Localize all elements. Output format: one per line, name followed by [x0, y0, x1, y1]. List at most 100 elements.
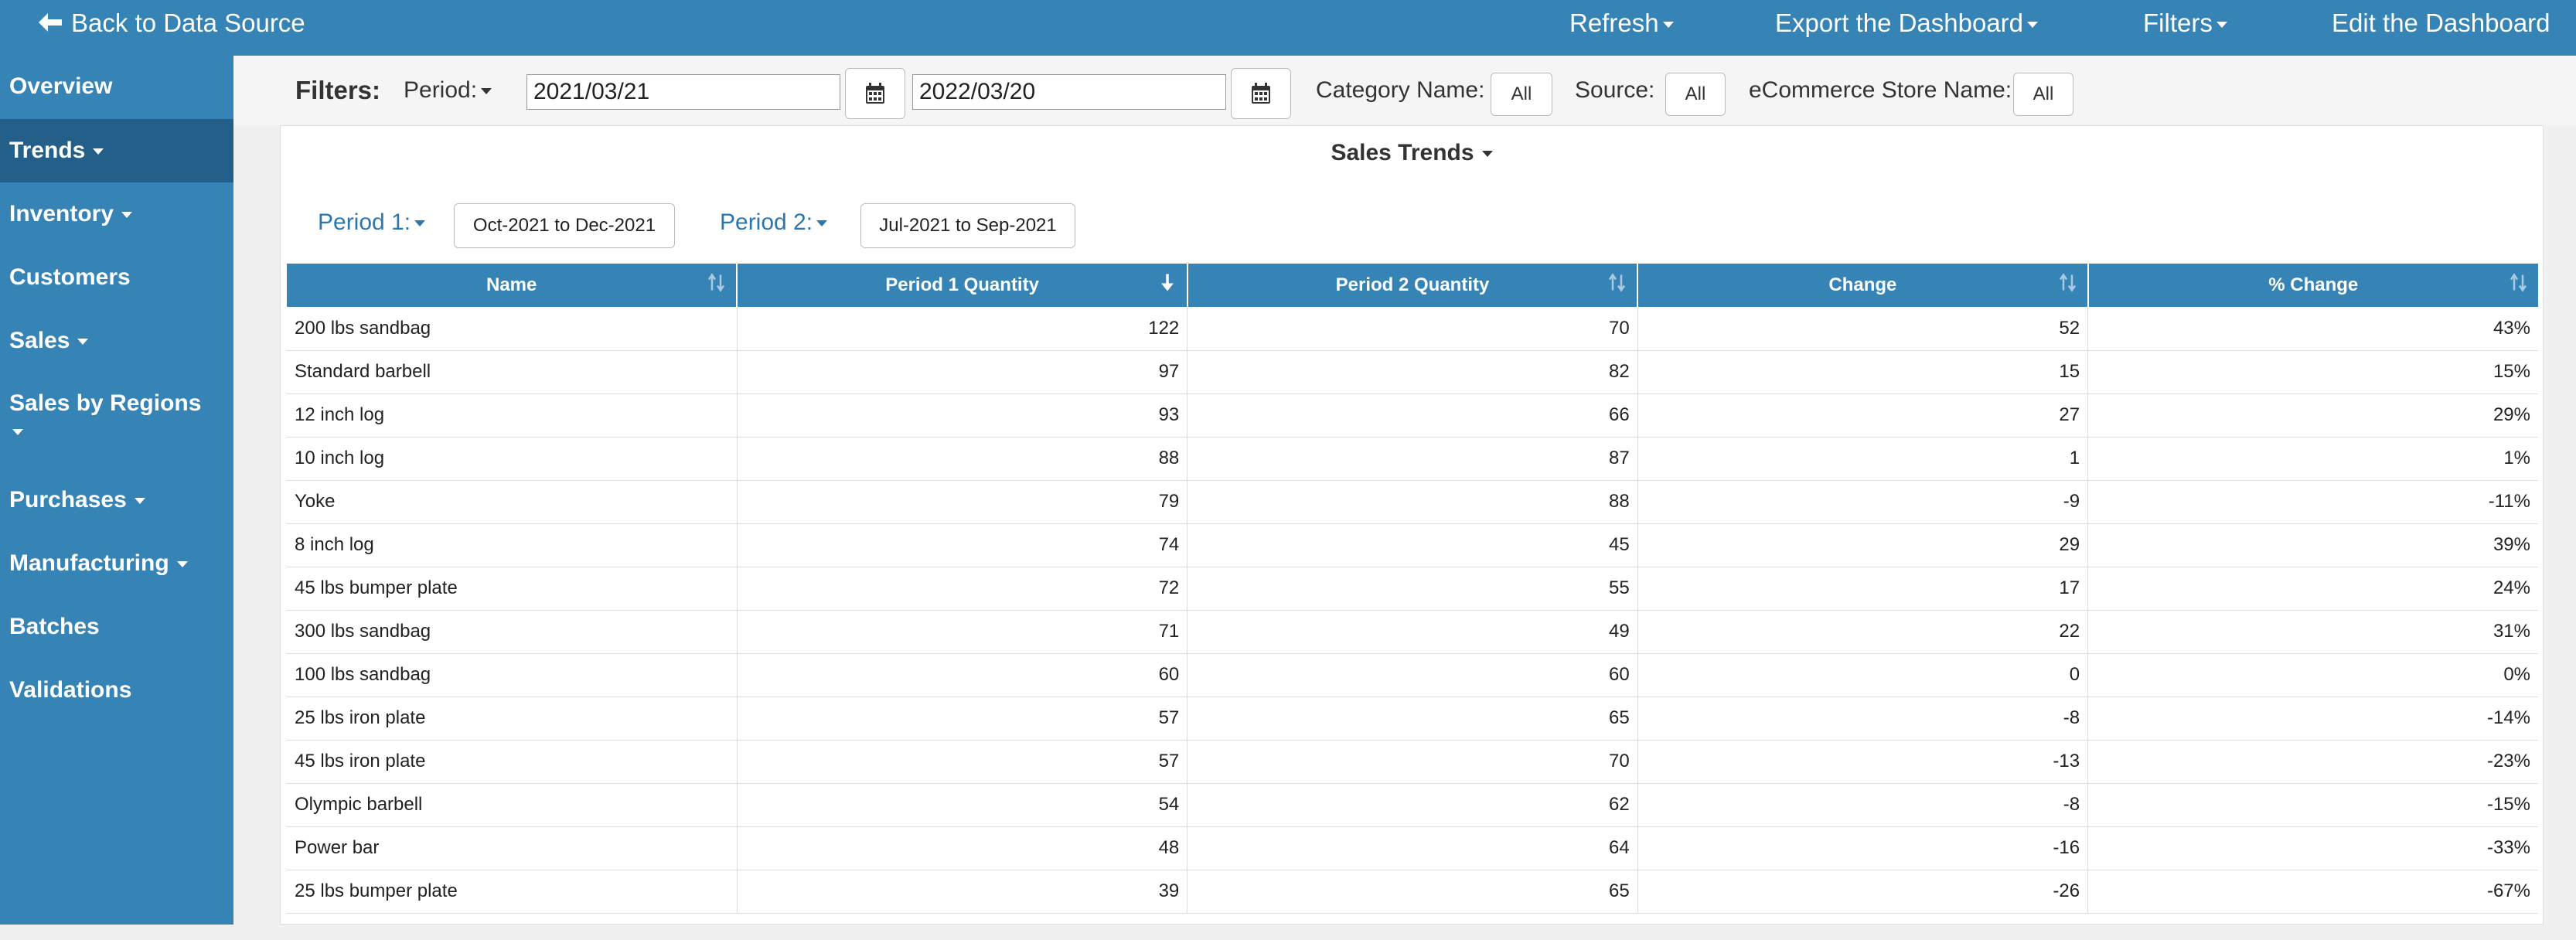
- table-row[interactable]: 45 lbs iron plate 57 70 -13 -23%: [287, 740, 2538, 784]
- cell-percent-change: 24%: [2087, 567, 2538, 611]
- cell-period-1-quantity: 93: [737, 393, 1188, 438]
- column-header-period-1-quantity[interactable]: Period 1 Quantity: [737, 264, 1188, 307]
- cell-period-2-quantity: 88: [1187, 480, 1638, 524]
- cell-change: -8: [1637, 783, 2089, 827]
- cell-period-1-quantity: 88: [737, 437, 1188, 481]
- table-row[interactable]: Olympic barbell 54 62 -8 -15%: [287, 783, 2538, 827]
- back-label: Back to Data Source: [71, 9, 305, 37]
- source-filter-button[interactable]: All: [1665, 73, 1726, 116]
- column-header-name[interactable]: Name: [287, 264, 738, 307]
- filters-dropdown[interactable]: Filters: [2143, 0, 2227, 46]
- sidebar: Overview Trends Inventory Customers Sale…: [0, 56, 233, 925]
- cell-period-2-quantity: 62: [1187, 783, 1638, 827]
- table-row[interactable]: 25 lbs bumper plate 39 65 -26 -67%: [287, 870, 2538, 914]
- sidebar-item-purchases[interactable]: Purchases: [0, 468, 233, 532]
- sidebar-item-label: Manufacturing: [9, 550, 169, 576]
- sidebar-item-trends[interactable]: Trends: [0, 119, 233, 182]
- period-1-dropdown[interactable]: Period 1:: [318, 209, 426, 236]
- cell-period-2-quantity: 55: [1187, 567, 1638, 611]
- column-header-label: Change: [1828, 274, 1897, 295]
- cell-period-1-quantity: 122: [737, 307, 1188, 351]
- cell-percent-change: 31%: [2087, 610, 2538, 654]
- cell-period-2-quantity: 82: [1187, 350, 1638, 394]
- sidebar-item-customers[interactable]: Customers: [0, 246, 233, 309]
- table-row[interactable]: 10 inch log 88 87 1 1%: [287, 437, 2538, 481]
- category-name-label: Category Name:: [1316, 77, 1485, 103]
- sidebar-item-label: Inventory: [9, 201, 114, 226]
- edit-dashboard-link[interactable]: Edit the Dashboard: [2332, 0, 2550, 46]
- cell-change: -26: [1637, 870, 2089, 914]
- cell-change: -9: [1637, 480, 2089, 524]
- cell-change: 0: [1637, 653, 2089, 697]
- cell-percent-change: 1%: [2087, 437, 2538, 481]
- cell-name: 25 lbs bumper plate: [287, 870, 738, 914]
- table-row[interactable]: Yoke 79 88 -9 -11%: [287, 480, 2538, 524]
- sidebar-item-sales[interactable]: Sales: [0, 309, 233, 373]
- sidebar-item-label: Sales by Regions: [9, 390, 202, 416]
- cell-change: 29: [1637, 523, 2089, 567]
- column-header-percent-change[interactable]: % Change: [2087, 264, 2538, 307]
- panel-title-dropdown[interactable]: Sales Trends: [281, 140, 2543, 166]
- column-header-change[interactable]: Change: [1637, 264, 2089, 307]
- table-row[interactable]: 8 inch log 74 45 29 39%: [287, 523, 2538, 567]
- cell-change: 27: [1637, 393, 2089, 438]
- arrow-left-icon: [37, 2, 63, 48]
- column-header-period-2-quantity[interactable]: Period 2 Quantity: [1187, 264, 1639, 307]
- caret-down-icon: [121, 212, 133, 219]
- sidebar-item-overview[interactable]: Overview: [0, 56, 233, 118]
- caret-down-icon: [12, 429, 23, 436]
- filters-label: Filters: [2143, 9, 2213, 37]
- table-row[interactable]: 25 lbs iron plate 57 65 -8 -14%: [287, 696, 2538, 741]
- table-row[interactable]: Standard barbell 97 82 15 15%: [287, 350, 2538, 394]
- cell-name: 200 lbs sandbag: [287, 307, 738, 351]
- start-date-calendar-button[interactable]: [845, 68, 905, 119]
- cell-change: -16: [1637, 826, 2089, 870]
- sidebar-item-inventory[interactable]: Inventory: [0, 182, 233, 246]
- table-row[interactable]: 200 lbs sandbag 122 70 52 43%: [287, 307, 2538, 351]
- sidebar-item-batches[interactable]: Batches: [0, 595, 233, 659]
- cell-change: -8: [1637, 696, 2089, 741]
- export-label: Export the Dashboard: [1775, 9, 2024, 37]
- back-to-data-source-link[interactable]: Back to Data Source: [37, 0, 305, 46]
- table-row[interactable]: Power bar 48 64 -16 -33%: [287, 826, 2538, 870]
- cell-period-1-quantity: 57: [737, 740, 1188, 784]
- category-name-filter-button[interactable]: All: [1491, 73, 1552, 116]
- sort-icon: [2059, 273, 2077, 298]
- start-date-input[interactable]: [526, 74, 840, 110]
- cell-period-1-quantity: 74: [737, 523, 1188, 567]
- period-dropdown[interactable]: Period:: [404, 77, 492, 104]
- period-2-dropdown[interactable]: Period 2:: [720, 209, 828, 236]
- end-date-calendar-button[interactable]: [1231, 68, 1291, 119]
- calendar-icon: [866, 83, 884, 104]
- cell-percent-change: 29%: [2087, 393, 2538, 438]
- cell-period-1-quantity: 71: [737, 610, 1188, 654]
- table-row[interactable]: 100 lbs sandbag 60 60 0 0%: [287, 653, 2538, 697]
- table-row[interactable]: 300 lbs sandbag 71 49 22 31%: [287, 610, 2538, 654]
- cell-change: 17: [1637, 567, 2089, 611]
- caret-down-icon: [2216, 22, 2227, 29]
- refresh-dropdown[interactable]: Refresh: [1569, 0, 1674, 46]
- period-1-range-button[interactable]: Oct-2021 to Dec-2021: [454, 203, 675, 248]
- cell-percent-change: 43%: [2087, 307, 2538, 351]
- period-label: Period:: [404, 77, 478, 103]
- cell-name: Power bar: [287, 826, 738, 870]
- sidebar-item-sales-by-regions[interactable]: Sales by Regions: [0, 373, 233, 468]
- sidebar-item-label: Batches: [9, 614, 100, 639]
- caret-down-icon: [414, 220, 426, 227]
- period-2-range-button[interactable]: Jul-2021 to Sep-2021: [860, 203, 1075, 248]
- sidebar-item-manufacturing[interactable]: Manufacturing: [0, 532, 233, 595]
- cell-percent-change: -15%: [2087, 783, 2538, 827]
- ecommerce-store-filter-button[interactable]: All: [2013, 73, 2073, 116]
- sidebar-item-validations[interactable]: Validations: [0, 659, 233, 722]
- end-date-input[interactable]: [912, 74, 1226, 110]
- sales-trends-panel: Sales Trends Period 1: Oct-2021 to Dec-2…: [280, 125, 2544, 925]
- cell-name: 10 inch log: [287, 437, 738, 481]
- table-row[interactable]: 12 inch log 93 66 27 29%: [287, 393, 2538, 438]
- sidebar-item-label: Overview: [9, 73, 113, 99]
- caret-down-icon: [1662, 22, 1674, 29]
- filters-title: Filters:: [295, 76, 381, 104]
- export-dashboard-dropdown[interactable]: Export the Dashboard: [1775, 0, 2039, 46]
- table-row[interactable]: 45 lbs bumper plate 72 55 17 24%: [287, 567, 2538, 611]
- caret-down-icon: [93, 148, 104, 155]
- cell-period-2-quantity: 66: [1187, 393, 1638, 438]
